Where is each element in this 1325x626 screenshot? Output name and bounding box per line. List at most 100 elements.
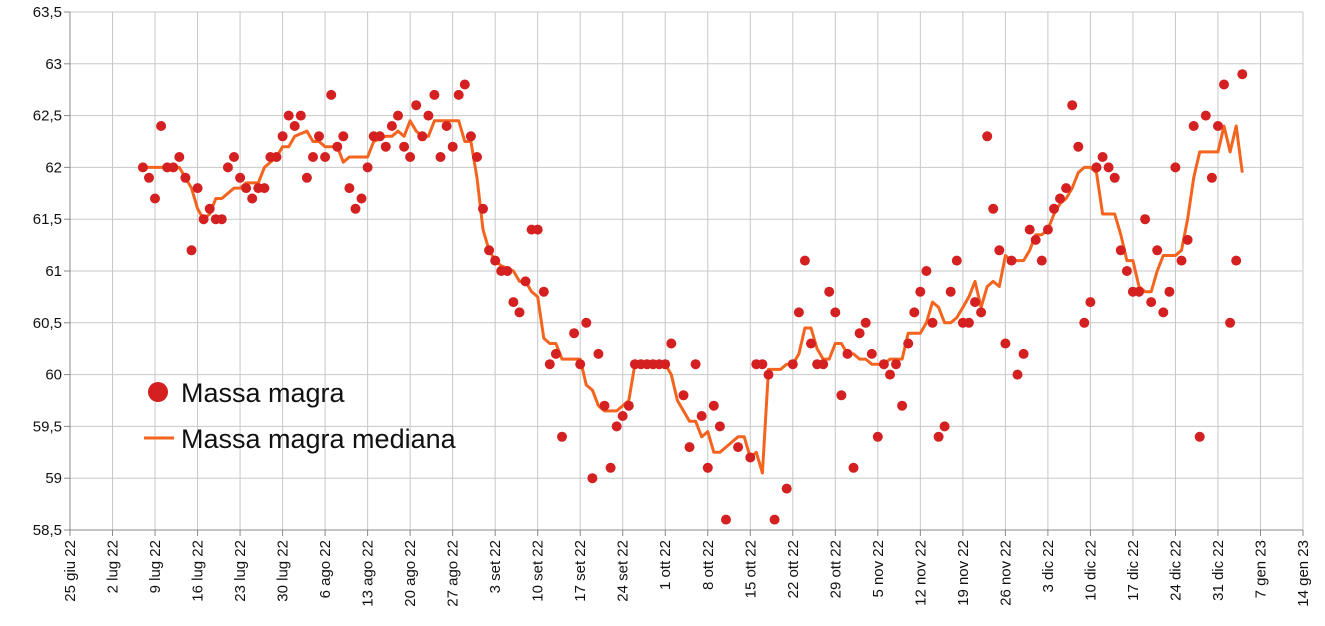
y-tick-label: 58,5 — [33, 522, 62, 539]
data-point — [156, 121, 167, 131]
data-point — [915, 286, 926, 297]
data-point — [1134, 286, 1144, 297]
data-point — [222, 162, 233, 173]
legend-marker-points — [148, 382, 168, 402]
data-point — [690, 359, 701, 370]
data-point — [1140, 214, 1151, 225]
x-tick-label: 2 lug 22 — [105, 540, 122, 593]
data-point — [1085, 297, 1096, 308]
data-point — [350, 203, 361, 214]
data-point — [872, 431, 883, 442]
data-point — [1042, 224, 1053, 235]
data-point — [1073, 141, 1084, 152]
data-point — [289, 121, 300, 131]
y-tick-label: 63,5 — [33, 4, 62, 21]
data-point — [557, 431, 567, 442]
data-point — [1049, 203, 1059, 214]
legend: Massa magra Massa magra mediana — [144, 378, 457, 454]
data-point — [885, 369, 895, 380]
x-tick-label: 20 ago 22 — [402, 540, 419, 607]
x-tick-label: 9 lug 22 — [147, 540, 164, 593]
data-point — [976, 307, 987, 318]
data-point — [1231, 255, 1242, 266]
data-point — [1121, 266, 1132, 276]
data-point — [393, 110, 403, 121]
y-tick-label: 60 — [45, 367, 62, 384]
data-point — [229, 152, 239, 162]
data-point — [459, 79, 470, 90]
data-point — [1067, 100, 1078, 111]
data-point — [344, 183, 355, 194]
y-tick-label: 62 — [45, 159, 62, 176]
data-point — [721, 514, 731, 525]
data-point — [386, 121, 397, 131]
data-point — [933, 431, 944, 442]
x-tick-label: 24 set 22 — [615, 540, 632, 602]
data-point — [399, 141, 410, 152]
data-point — [338, 131, 349, 142]
data-point — [1182, 234, 1193, 245]
data-point — [793, 307, 804, 318]
data-point — [994, 245, 1005, 256]
data-point — [1103, 162, 1114, 173]
data-point — [787, 359, 798, 370]
data-point — [490, 255, 501, 266]
data-point — [909, 307, 920, 318]
x-tick-label: 3 set 22 — [487, 540, 504, 593]
x-tick-label: 5 nov 22 — [870, 540, 887, 598]
y-tick-label: 61,5 — [33, 211, 62, 228]
x-tick-label: 13 ago 22 — [360, 540, 377, 607]
data-point — [247, 193, 258, 204]
data-point — [180, 172, 191, 183]
data-point — [1055, 193, 1065, 204]
data-point — [1188, 121, 1199, 131]
x-tick-label: 30 lug 22 — [275, 540, 292, 602]
data-point — [575, 359, 586, 370]
data-point — [198, 214, 209, 225]
y-tick-labels: 58,5 59 59,5 60 60,5 61 61,5 62 62,5 63 63,5 — [33, 4, 62, 539]
legend-label-line: Massa magra mediana — [181, 424, 457, 454]
data-point — [447, 141, 458, 152]
data-point — [623, 400, 634, 411]
data-point — [1018, 348, 1029, 359]
data-point — [1012, 369, 1023, 380]
x-tick-label: 19 nov 22 — [955, 540, 972, 606]
data-point — [593, 348, 604, 359]
data-point — [799, 255, 810, 266]
data-point — [374, 131, 385, 142]
x-tick-label: 14 gen 23 — [1295, 540, 1312, 607]
x-tick-label: 17 dic 22 — [1125, 540, 1142, 601]
x-tick-label: 12 nov 22 — [912, 540, 929, 606]
data-point — [1115, 245, 1126, 256]
data-point — [1170, 162, 1181, 173]
data-point — [666, 338, 677, 349]
series-points — [137, 69, 1248, 525]
data-point — [963, 317, 974, 328]
data-point — [204, 203, 215, 214]
data-point — [617, 411, 628, 421]
data-point — [599, 400, 610, 411]
data-point — [988, 203, 999, 214]
data-point — [137, 162, 148, 173]
y-tick-label: 59 — [45, 470, 62, 487]
data-point — [295, 110, 306, 121]
data-point — [1146, 297, 1157, 308]
data-point — [891, 359, 901, 370]
data-point — [1225, 317, 1236, 328]
data-point — [854, 328, 865, 339]
data-point — [1097, 152, 1108, 162]
y-tick-label: 61 — [45, 263, 62, 280]
data-point — [733, 442, 744, 453]
data-point — [241, 183, 252, 194]
data-point — [259, 183, 270, 194]
data-point — [484, 245, 495, 256]
data-point — [550, 348, 561, 359]
data-point — [860, 317, 871, 328]
data-point — [581, 317, 592, 328]
y-tick-label: 63 — [45, 56, 62, 73]
data-point — [417, 131, 428, 142]
data-point — [660, 359, 671, 370]
x-tick-label: 6 ago 22 — [317, 540, 334, 598]
data-point — [939, 421, 950, 432]
